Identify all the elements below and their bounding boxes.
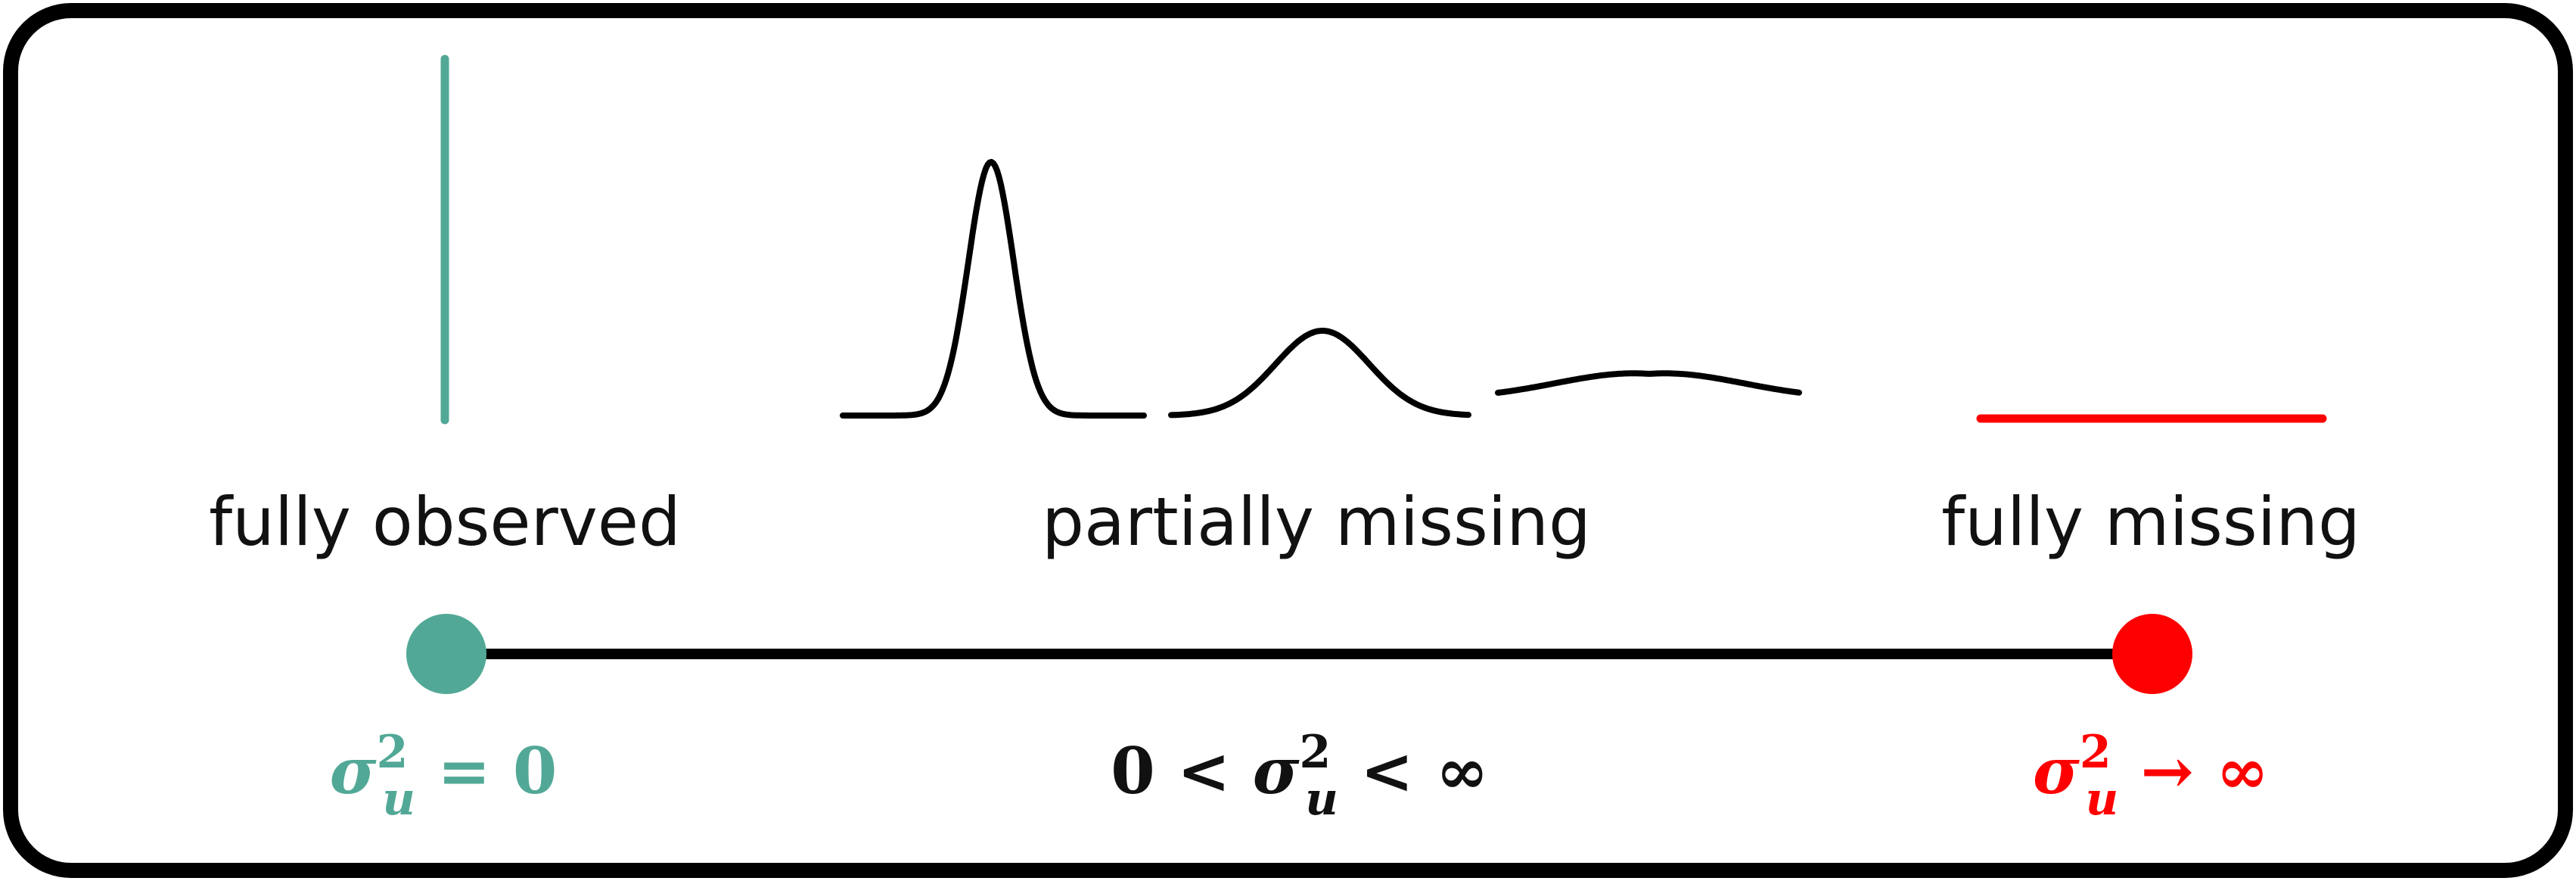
fully-missing-label: fully missing (1941, 483, 2360, 561)
observed-variance-formula: σ2 u = 0 (330, 726, 558, 826)
narrow-gaussian-icon (840, 159, 1147, 419)
partial-variance-formula: 0 < σ2 u < ∞ (1111, 726, 1488, 826)
missing-variance-formula: σ2 u → ∞ (2033, 726, 2269, 826)
fully-observed-label: fully observed (209, 483, 681, 561)
outer-frame (3, 3, 2573, 878)
medium-gaussian-icon (1168, 328, 1471, 419)
missing-endpoint-dot (2112, 614, 2192, 694)
observed-endpoint-dot (406, 614, 486, 694)
partially-missing-label: partially missing (1042, 483, 1591, 561)
wide-gaussian-icon (1495, 370, 1802, 396)
